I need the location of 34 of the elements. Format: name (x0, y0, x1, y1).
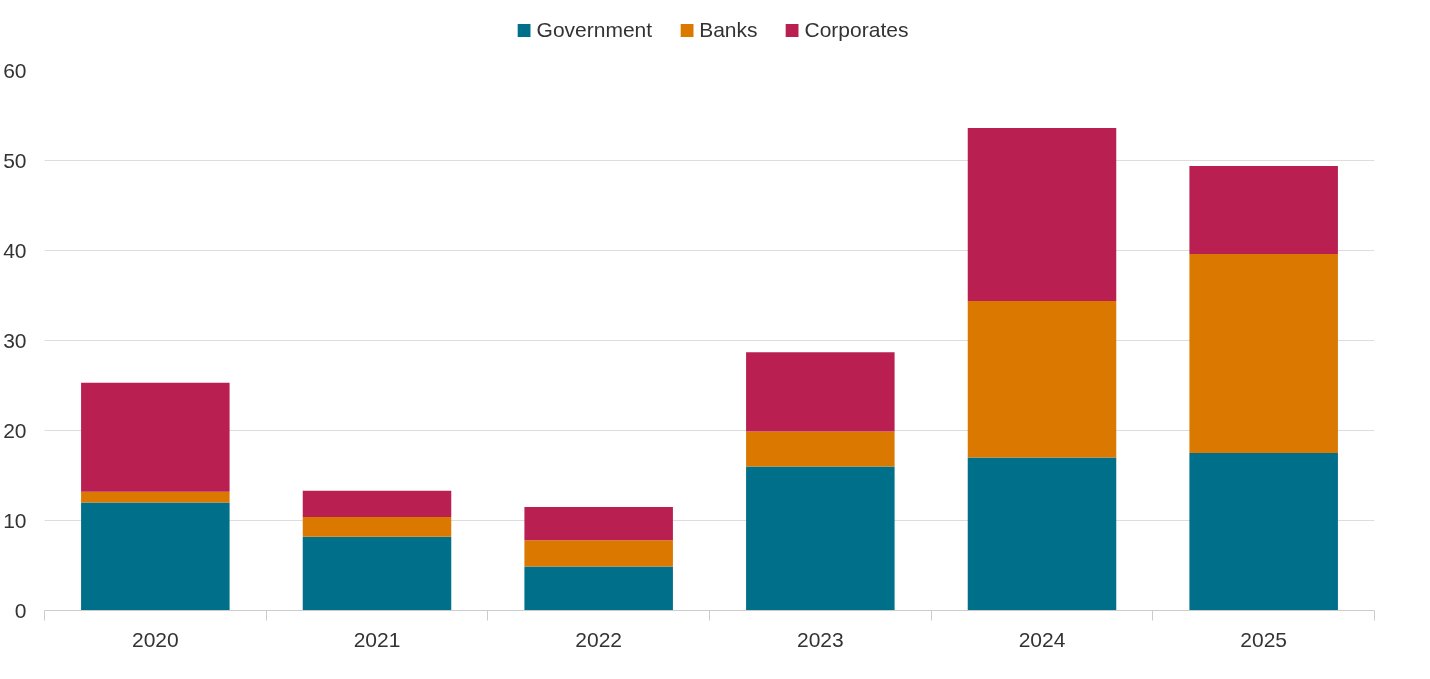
y-tick-label: 0 (14, 598, 27, 622)
bar (1189, 165, 1338, 255)
bar (967, 300, 1117, 458)
bar (524, 507, 673, 541)
y-tick-label: 40 (3, 238, 27, 262)
x-tick-label: 2020 (131, 627, 179, 651)
bar (1189, 254, 1338, 453)
bar (302, 516, 452, 537)
bar (967, 457, 1117, 611)
x-tick-label: 2023 (796, 627, 844, 651)
y-tick-label: 60 (3, 58, 27, 82)
legend-label: Banks (699, 18, 758, 42)
bar (967, 128, 1117, 301)
x-tick-label: 2025 (1240, 627, 1288, 651)
y-tick-label: 50 (3, 148, 27, 172)
x-tick-label: 2022 (575, 627, 623, 651)
x-tick-label: 2024 (1018, 627, 1066, 651)
bar (302, 490, 452, 517)
y-tick-label: 10 (3, 508, 27, 532)
y-tick-label: 20 (3, 418, 27, 442)
bar (746, 352, 895, 432)
bar (746, 466, 895, 611)
x-tick-label: 2021 (353, 627, 401, 651)
bar (81, 491, 230, 503)
bar (524, 540, 673, 567)
bar (302, 536, 452, 611)
legend-label: Corporates (804, 18, 909, 42)
bar (746, 431, 895, 467)
bar (81, 502, 230, 611)
bar (81, 382, 230, 492)
legend-label: Government (536, 18, 653, 42)
bar (1189, 453, 1338, 611)
y-tick-label: 30 (3, 328, 27, 352)
bar (524, 566, 673, 611)
